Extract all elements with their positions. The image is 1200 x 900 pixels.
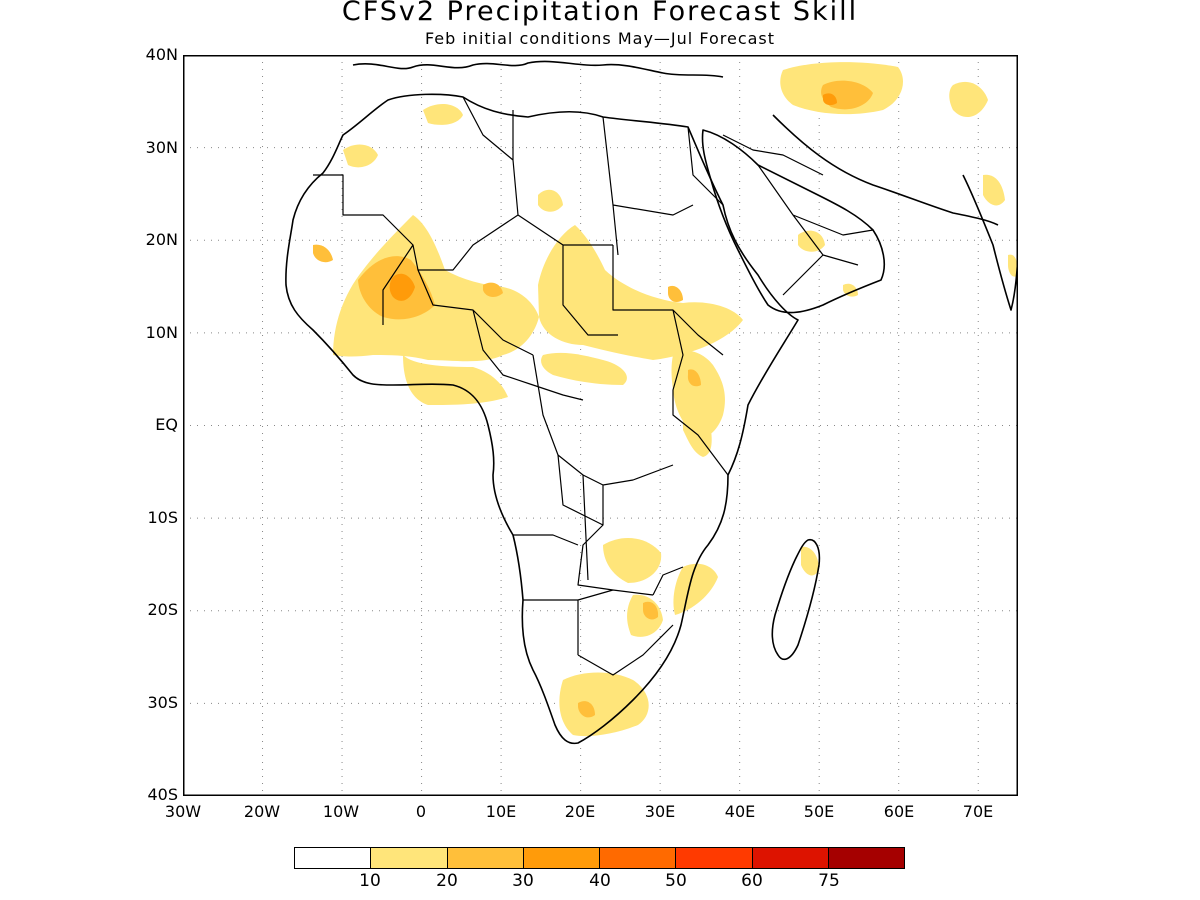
y-tick-10n: 10N <box>145 323 178 342</box>
plot-frame <box>183 55 1018 796</box>
map-subtitle: Feb initial conditions May—Jul Forecast <box>424 29 776 48</box>
shade-morocco-west <box>343 144 378 168</box>
x-tick-10e: 10E <box>485 802 517 821</box>
y-tick-40n: 40N <box>145 45 178 64</box>
shade20-ethiopia <box>687 369 701 387</box>
shade20-nigeria <box>483 282 503 297</box>
map-svg <box>183 55 1018 796</box>
arabia-coastline <box>701 129 885 314</box>
shade-india-east <box>1008 254 1018 277</box>
x-tick-70e: 70E <box>962 802 994 821</box>
x-tick-20e: 20E <box>564 802 596 821</box>
shade-north-africa <box>538 189 563 212</box>
coastlines <box>285 60 1018 745</box>
shade-india <box>983 174 1005 206</box>
colorbar-segment <box>600 848 677 868</box>
skill-shading <box>313 62 1018 737</box>
shade-madagascar <box>801 546 819 576</box>
shade20-sudan <box>668 285 683 303</box>
x-tick-0: 0 <box>415 802 427 821</box>
colorbar-segment <box>447 848 524 868</box>
colorbar-segment <box>752 848 829 868</box>
colorbar-label-60: 60 <box>741 871 763 891</box>
map-plot <box>183 55 1018 796</box>
shade30-mali <box>389 273 415 301</box>
shade-central-africa <box>541 352 627 385</box>
shade20-mali-small <box>313 244 333 263</box>
colorbar-label-30: 30 <box>512 871 534 891</box>
map-title: CFSv2 Precipitation Forecast Skill <box>341 0 859 27</box>
y-tick-30s: 30S <box>147 693 178 712</box>
shade30-iran <box>823 93 837 106</box>
colorbar-segment <box>523 848 600 868</box>
shade-guinea-coast <box>403 355 508 405</box>
shade-southern-1 <box>603 538 662 583</box>
iran-coastline <box>772 114 999 226</box>
country-borders <box>313 96 729 676</box>
x-tick-30w: 30W <box>164 802 202 821</box>
arabia-borders <box>722 134 874 296</box>
x-tick-20w: 20W <box>243 802 281 821</box>
x-tick-60e: 60E <box>883 802 915 821</box>
x-tick-30e: 30E <box>644 802 676 821</box>
colorbar <box>294 847 905 869</box>
y-tick-20n: 20N <box>145 230 178 249</box>
x-tick-10w: 10W <box>322 802 360 821</box>
y-tick-30n: 30N <box>145 138 178 157</box>
y-tick-40s: 40S <box>147 785 178 804</box>
madagascar-coastline <box>771 538 821 661</box>
shade-arabia <box>798 230 825 252</box>
y-tick-20s: 20S <box>147 600 178 619</box>
y-tick-eq: EQ <box>155 415 178 434</box>
colorbar-label-40: 40 <box>589 871 611 891</box>
shade-sahel-central <box>538 225 743 360</box>
colorbar-label-20: 20 <box>436 871 458 891</box>
colorbar-segment <box>828 848 904 868</box>
shade-pakistan <box>949 81 988 118</box>
x-tick-40e: 40E <box>724 802 756 821</box>
shade-south-africa <box>559 672 649 737</box>
shade-algeria <box>423 103 463 125</box>
colorbar-segment <box>295 848 372 868</box>
shade20-zimbabwe <box>643 601 659 620</box>
india-coastline <box>962 174 1018 311</box>
shade20-southafrica <box>578 701 595 718</box>
mediterranean-north-coast <box>352 60 724 78</box>
colorbar-segment <box>371 848 448 868</box>
colorbar-label-50: 50 <box>665 871 687 891</box>
africa-coastline <box>285 93 799 745</box>
colorbar-segment <box>676 848 753 868</box>
y-tick-10s: 10S <box>147 508 178 527</box>
x-tick-50e: 50E <box>803 802 835 821</box>
colorbar-label-10: 10 <box>359 871 381 891</box>
colorbar-label-75: 75 <box>818 871 840 891</box>
shade-southern-2 <box>673 563 718 615</box>
